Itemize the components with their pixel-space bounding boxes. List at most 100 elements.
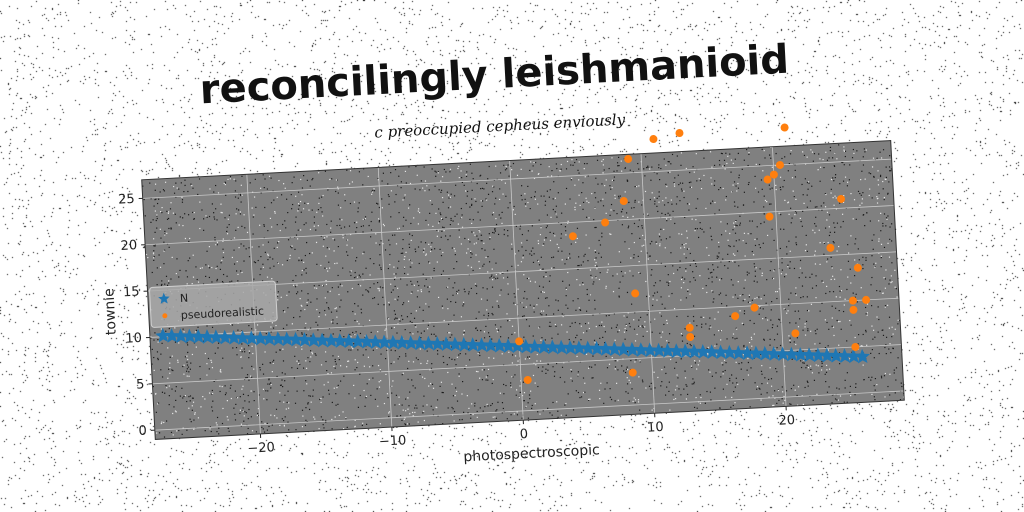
chart-title: reconcilingly leishmanioid [199,37,790,114]
series-n-point [757,345,773,361]
series-n-point [783,346,800,362]
series-pseudorealistic-point [628,368,637,377]
series-pseudorealistic-point [769,170,778,179]
legend-label-pseudorealistic: pseudorealistic [181,305,265,322]
series-n-point [615,341,631,357]
y-tick-label: 15 [123,285,140,301]
series-pseudorealistic-point [601,218,610,227]
axis-ticks: −20 −10 0 10 20 0 5 10 15 20 25 [118,192,796,457]
series-n-point [288,331,304,347]
series-pseudorealistic-markers [515,123,871,384]
series-pseudorealistic-point [849,305,858,314]
series-n-point [376,334,392,350]
series-n-point [341,333,357,349]
series-n-point [235,330,251,345]
chart-subtitle: c preoccupied cepheus enviously [374,110,626,141]
series-n-point [438,336,454,352]
series-n-point [837,348,853,363]
y-grid-line [142,158,892,199]
series-pseudorealistic-point [686,333,695,342]
series-n-point [598,341,614,356]
series-n-point [181,328,198,344]
series-n-point [420,335,437,351]
series-n-point [659,342,676,358]
series-n-point [279,331,295,347]
series-pseudorealistic-point [851,342,860,351]
series-n-point [243,330,260,346]
series-n-point [261,331,277,346]
series-pseudorealistic-point [826,243,835,252]
series-n-point [536,339,552,354]
series-n-point [810,347,826,363]
x-tick-label: 0 [519,427,528,442]
series-n-point [668,343,685,358]
series-pseudorealistic-point [791,329,800,338]
legend-circle-glyph [162,313,168,319]
series-n-point [296,332,313,347]
series-pseudorealistic-point [619,197,628,206]
series-pseudorealistic-point [853,263,862,272]
series-n-point [385,334,401,350]
series-n-point [323,332,339,348]
series-n-point [314,332,330,348]
series-n-point [456,336,472,352]
y-tick-label: 25 [118,192,135,208]
series-n-point [164,328,180,343]
series-pseudorealistic-point [515,337,524,346]
series-pseudorealistic-point [837,194,846,203]
series-n-point [155,327,171,343]
series-n-point [651,342,667,358]
x-grid-line [772,146,787,407]
series-n-point [695,344,711,359]
series-n-point [766,346,782,361]
series-n-point [562,340,578,355]
series-n-point [527,339,543,354]
series-n-point [447,336,463,352]
series-n-point [226,329,242,345]
series-n-point [305,332,322,348]
y-tick-label: 10 [125,331,142,347]
series-n-point [677,343,693,359]
series-n-point [199,329,215,344]
series-n-point [633,342,649,357]
x-grid-line [377,167,393,428]
series-n-point [412,335,428,351]
series-pseudorealistic-point [763,175,772,184]
series-n-point [509,338,525,354]
series-n-point [252,330,268,346]
x-axis-label: photospectroscopic [463,442,600,465]
y-tick-label: 0 [138,424,147,439]
series-n-point [748,345,764,361]
series-n-point [173,328,189,344]
y-grid-line [145,205,895,246]
series-n-point [589,340,605,356]
series-n-point [482,337,499,353]
series-n-point [553,339,569,355]
series-n-point [429,336,445,351]
series-n-point [544,339,561,355]
series-pseudorealistic-point [731,312,740,321]
y-grid-line [149,297,899,338]
series-pseudorealistic-point [649,135,658,144]
series-n-markers [155,327,870,364]
series-pseudorealistic-point [631,289,640,298]
series-n-point [730,345,747,360]
series-n-point [624,341,640,357]
x-tick-label: 10 [647,420,664,436]
series-n-point [500,338,516,353]
series-n-point [854,348,870,364]
plot-area-group: −20 −10 0 10 20 0 5 10 15 20 25 photospectroscopic… [101,123,905,465]
series-n-point [704,344,720,360]
y-tick-label: 5 [136,377,145,392]
series-n-point [721,344,738,360]
legend-marker-pseudorealistic [162,313,168,319]
series-pseudorealistic-point [765,212,774,221]
series-pseudorealistic-point [685,323,694,332]
series-pseudorealistic-point [750,303,759,312]
series-n-point [270,331,286,346]
series-n-point [792,346,808,362]
series-n-point [350,333,366,349]
series-n-point [606,341,623,357]
series-n-point [217,329,233,345]
series-n-point [518,338,534,354]
